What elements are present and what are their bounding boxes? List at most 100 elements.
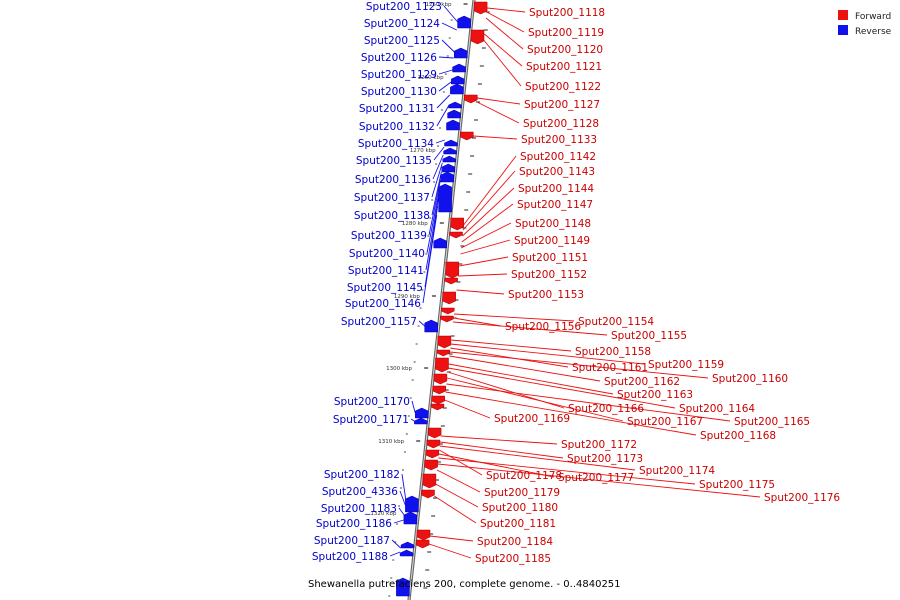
forward-gene-label: Sput200_1154 [578, 316, 654, 328]
forward-gene-label: Sput200_1155 [611, 330, 687, 342]
leader-line [398, 507, 405, 516]
reverse-gene-label: Sput200_1171 [333, 414, 409, 426]
leader-line [462, 170, 516, 231]
genome-axis-highlight [408, 0, 475, 600]
forward-gene-shape [424, 459, 438, 471]
reverse-gene-label: Sput200_1137 [354, 192, 430, 204]
forward-gene-label: Sput200_1165 [734, 416, 810, 428]
forward-gene-label: Sput200_1174 [639, 465, 715, 477]
forward-gene-shape [464, 94, 478, 104]
forward-gene-label: Sput200_1176 [764, 492, 840, 504]
reverse-gene-label: Sput200_1124 [364, 18, 440, 30]
leader-line [436, 105, 449, 127]
leader-line [432, 154, 444, 180]
forward-gene-label: Sput200_1120 [527, 44, 603, 56]
leader-line [441, 39, 455, 53]
forward-gene-shape [416, 529, 431, 541]
forward-gene-shape [430, 403, 445, 411]
leader-line [445, 391, 697, 436]
leader-line [431, 162, 443, 198]
forward-gene-label: Sput200_1149 [514, 235, 590, 247]
forward-gene-label: Sput200_1144 [518, 183, 594, 195]
leader-line [433, 146, 445, 161]
reverse-gene-label: Sput200_1131 [359, 103, 435, 115]
leader-line [440, 435, 558, 445]
legend-forward-label: Forward [855, 12, 891, 22]
forward-gene-label: Sput200_1169 [494, 413, 570, 425]
forward-gene-shape [460, 131, 474, 141]
leader-line [451, 339, 572, 352]
forward-gene-label: Sput200_1184 [477, 536, 553, 548]
reverse-gene-label: Sput200_1129 [361, 69, 437, 81]
reverse-gene-label: Sput200_1125 [364, 35, 440, 47]
axis-tick-label: 1290 kbp [394, 294, 420, 300]
axis-tick-label: 1270 kbp [410, 148, 436, 154]
reverse-gene-shape [400, 541, 415, 549]
leader-line [453, 321, 608, 336]
forward-gene-shape [421, 489, 435, 499]
forward-gene-label: Sput200_1173 [567, 453, 643, 465]
forward-gene-label: Sput200_1158 [575, 346, 651, 358]
forward-gene-label: Sput200_1163 [617, 389, 693, 401]
leader-line [439, 445, 636, 471]
forward-gene-label: Sput200_1164 [679, 403, 755, 415]
leader-line [429, 535, 474, 542]
leader-line [484, 33, 523, 67]
reverse-gene-label: Sput200_1188 [312, 551, 388, 563]
reverse-gene-shape [450, 83, 464, 95]
reverse-gene-label: Sput200_1183 [321, 503, 397, 515]
reverse-gene-label: Sput200_1140 [349, 248, 425, 260]
leader-line [441, 22, 457, 31]
forward-gene-shape [473, 1, 488, 15]
leader-line [453, 313, 575, 322]
leader-line [438, 453, 555, 478]
reverse-gene-label: Sput200_1136 [355, 174, 431, 186]
leader-lines [389, 5, 761, 559]
forward-gene-shape [450, 217, 464, 231]
leader-line [473, 135, 518, 140]
forward-gene-shape [442, 291, 456, 305]
forward-gene-label: Sput200_1133 [521, 134, 597, 146]
leader-line [483, 39, 522, 87]
leader-line [446, 377, 624, 422]
axis-tick-label: 1280 kbp [402, 221, 428, 227]
reverse-gene-shape [440, 171, 455, 183]
forward-gene-label: Sput200_1148 [515, 218, 591, 230]
reverse-gene-shape [452, 63, 466, 73]
forward-gene-label: Sput200_1119 [528, 27, 604, 39]
leader-line [462, 187, 515, 237]
legend-reverse-swatch [838, 25, 848, 35]
reverse-gene-shape [442, 155, 457, 163]
forward-gene-label: Sput200_1166 [568, 403, 644, 415]
leader-line [428, 543, 472, 559]
leader-line [456, 289, 505, 295]
forward-gene-label: Sput200_1118 [529, 7, 605, 19]
reverse-gene-label: Sput200_1134 [358, 138, 434, 150]
leader-line [436, 94, 451, 109]
leader-line [411, 400, 416, 414]
forward-gene-label: Sput200_1162 [604, 376, 680, 388]
reverse-gene-shape [414, 417, 428, 425]
reverse-gene-shape [405, 495, 419, 513]
forward-gene-label: Sput200_1151 [512, 252, 588, 264]
leader-line [453, 317, 502, 327]
legend-forward-swatch [838, 10, 848, 20]
reverse-gene-label: Sput200_1138 [354, 210, 430, 222]
leader-line [435, 139, 445, 144]
forward-gene-label: Sput200_1168 [700, 430, 776, 442]
forward-gene-shape [427, 427, 442, 439]
genome-caption: Shewanella putrefaciens 200, complete ge… [308, 579, 621, 590]
forward-gene-shape [415, 539, 430, 549]
reverse-gene-label: Sput200_1132 [359, 121, 435, 133]
leader-line [422, 214, 438, 304]
axis-tick-label: 1250 kbp [426, 2, 452, 8]
leader-line [438, 81, 452, 92]
forward-gene-shape [425, 449, 440, 459]
forward-gene-shape [444, 277, 458, 285]
reverse-gene-shape [454, 47, 468, 59]
forward-gene-label: Sput200_1160 [712, 373, 788, 385]
leader-line [436, 469, 481, 493]
leader-line [418, 320, 425, 327]
leader-line [458, 273, 508, 277]
